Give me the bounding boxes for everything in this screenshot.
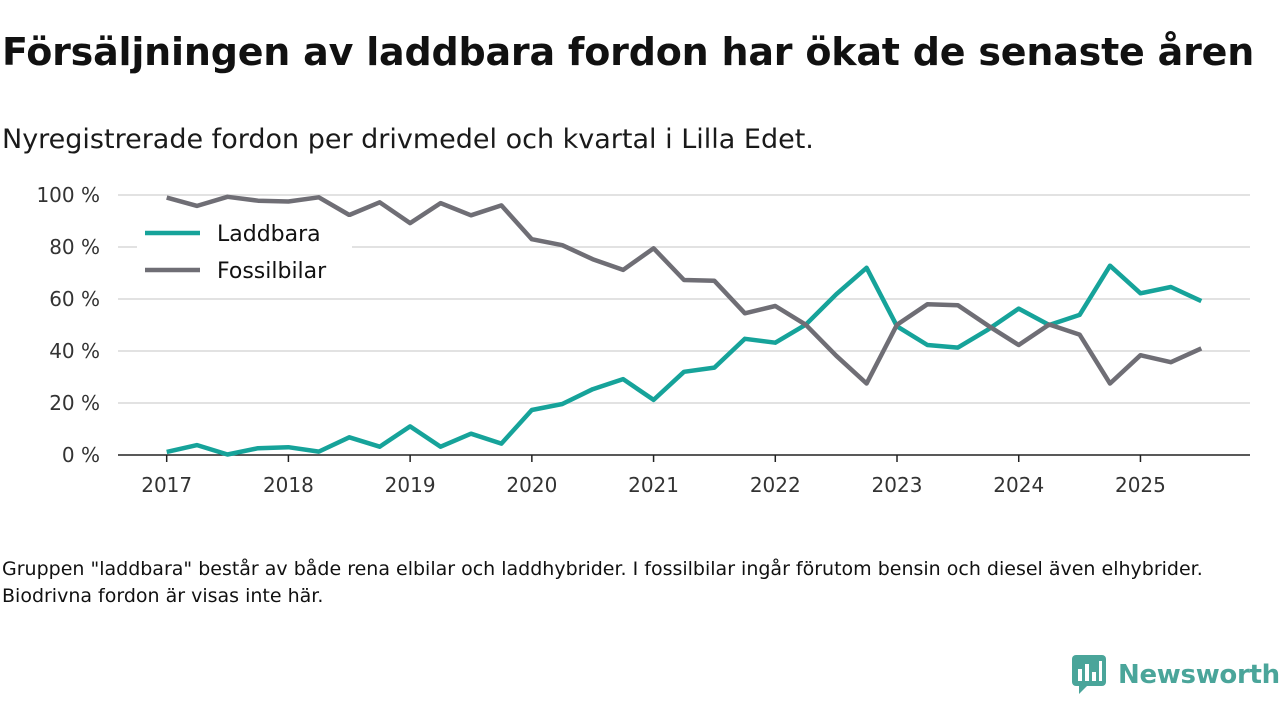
brand-name: Newsworthy	[1118, 660, 1280, 690]
x-tick-label: 2025	[1115, 473, 1166, 497]
y-tick-label: 60 %	[49, 287, 100, 311]
x-tick-label: 2018	[263, 473, 314, 497]
x-tick-label: 2020	[506, 473, 557, 497]
legend-label-fossilbilar: Fossilbilar	[217, 259, 327, 284]
y-tick-label: 20 %	[49, 391, 100, 415]
y-tick-label: 40 %	[49, 339, 100, 363]
series-line-laddbara	[166, 263, 1203, 457]
x-tick-label: 2024	[993, 473, 1044, 497]
chart-subtitle: Nyregistrerade fordon per drivmedel och …	[2, 124, 814, 155]
x-tick-label: 2021	[628, 473, 679, 497]
y-tick-label: 100 %	[36, 183, 100, 207]
newsworthy-chart-bubble-icon	[1072, 655, 1106, 694]
y-tick-label: 0 %	[62, 443, 100, 467]
brand-logo: Newsworthy	[1072, 655, 1280, 695]
series-lines	[166, 194, 1203, 457]
series-line-fossilbilar	[166, 194, 1203, 386]
chart-title: Försäljningen av laddbara fordon har öka…	[2, 30, 1255, 74]
x-tick-label: 2023	[872, 473, 923, 497]
line-chart: 0 % 20 % 40 % 60 % 80 % 100 % 2017 2018 2019 2020…	[36, 183, 1250, 497]
chart-legend: Laddbara Fossilbilar	[137, 217, 352, 286]
y-tick-label: 80 %	[49, 235, 100, 259]
legend-label-laddbara: Laddbara	[217, 222, 321, 247]
x-tick-label: 2017	[141, 473, 192, 497]
x-tick-label: 2019	[385, 473, 436, 497]
x-tick-label: 2022	[750, 473, 801, 497]
axes: 0 % 20 % 40 % 60 % 80 % 100 % 2017 2018 2019 2020…	[36, 183, 1250, 497]
footnote: Gruppen "laddbara" består av både rena e…	[2, 558, 1203, 607]
